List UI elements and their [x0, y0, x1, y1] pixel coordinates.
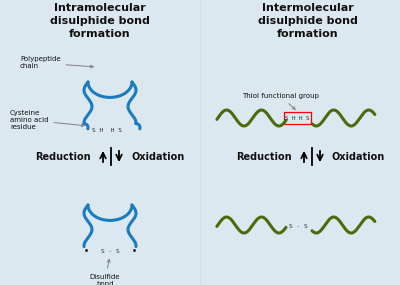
Text: Oxidation: Oxidation	[131, 152, 184, 162]
Text: Thiol functional group: Thiol functional group	[242, 93, 319, 109]
Text: S - S: S - S	[101, 249, 119, 254]
Text: Oxidation: Oxidation	[332, 152, 385, 162]
Text: Polypeptide
chain: Polypeptide chain	[20, 56, 93, 70]
Text: Reduction: Reduction	[236, 152, 292, 162]
Text: Reduction: Reduction	[35, 152, 91, 162]
Text: S - S: S - S	[289, 225, 307, 229]
Text: Intramolecular
disulphide bond
formation: Intramolecular disulphide bond formation	[50, 3, 150, 39]
Text: S H H S: S H H S	[285, 115, 309, 121]
Text: Intermolecular
disulphide bond
formation: Intermolecular disulphide bond formation	[258, 3, 358, 39]
Text: Disulfide
bond: Disulfide bond	[90, 259, 120, 285]
Text: Cysteine
amino acid
residue: Cysteine amino acid residue	[10, 110, 84, 130]
Text: S H  H S: S H H S	[92, 128, 122, 133]
